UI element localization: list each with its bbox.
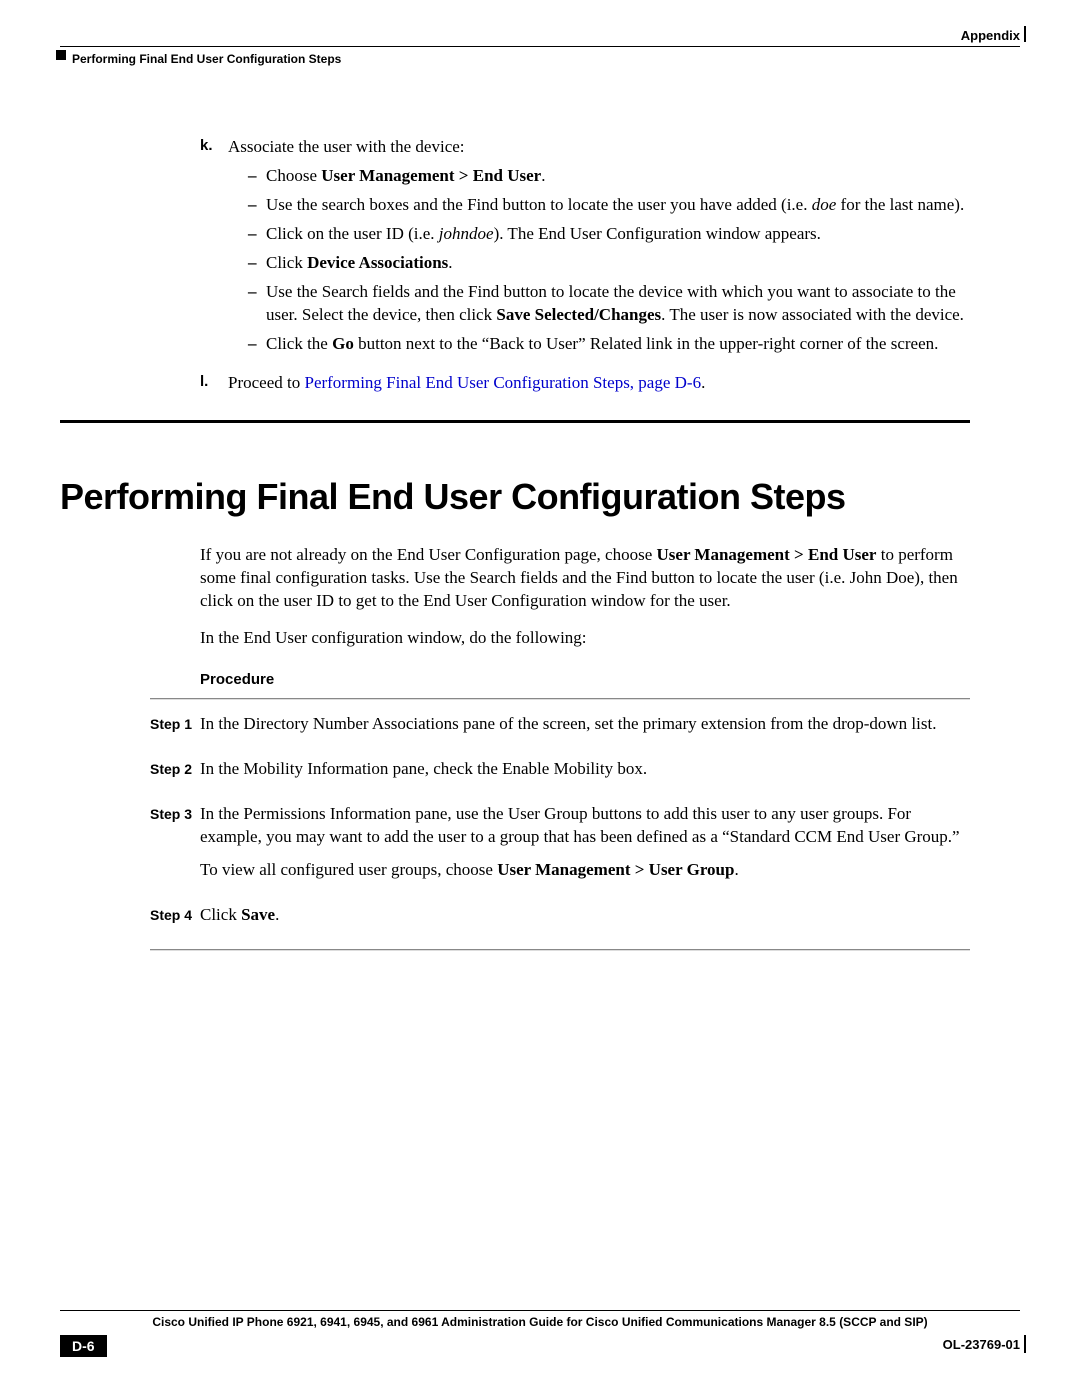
step-label: Step 1 <box>150 713 200 746</box>
text: button next to the “Back to User” Relate… <box>354 334 939 353</box>
document-id: OL-23769-01 <box>943 1337 1020 1352</box>
bullet-dash: – <box>248 333 266 356</box>
text: Click <box>200 905 241 924</box>
header-marker-left <box>56 50 66 60</box>
bullet-dash: – <box>248 165 266 188</box>
header-rule <box>60 46 1020 47</box>
step-k-body: Associate the user with the device: – Ch… <box>228 136 970 362</box>
text: Choose <box>266 166 321 185</box>
text: Click on the user ID (i.e. <box>266 224 439 243</box>
text: In the Permissions Information pane, use… <box>200 803 970 849</box>
header-appendix-label: Appendix <box>961 28 1020 43</box>
bullet-body: Click on the user ID (i.e. johndoe). The… <box>266 223 970 246</box>
text: Click the <box>266 334 332 353</box>
text: . <box>275 905 279 924</box>
step-k-bullet-6: – Click the Go button next to the “Back … <box>248 333 970 356</box>
text: . <box>448 253 452 272</box>
bold-text: User Management > End User <box>321 166 541 185</box>
text: . <box>734 860 738 879</box>
step-k-bullet-2: – Use the search boxes and the Find butt… <box>248 194 970 217</box>
step-k: k. Associate the user with the device: –… <box>200 136 970 362</box>
text: for the last name). <box>836 195 964 214</box>
text: In the Directory Number Associations pan… <box>200 713 970 736</box>
italic-text: johndoe <box>439 224 494 243</box>
bullet-dash: – <box>248 194 266 217</box>
step-k-bullet-5: – Use the Search fields and the Find but… <box>248 281 970 327</box>
bullet-dash: – <box>248 252 266 275</box>
step-k-intro: Associate the user with the device: <box>228 136 970 159</box>
step-k-marker: k. <box>200 136 228 362</box>
step-k-bullet-1: – Choose User Management > End User. <box>248 165 970 188</box>
bullet-body: Click Device Associations. <box>266 252 970 275</box>
step-label: Step 2 <box>150 758 200 791</box>
text: Proceed to <box>228 373 304 392</box>
procedure-step-1: Step 1 In the Directory Number Associati… <box>150 713 970 746</box>
procedure-label: Procedure <box>200 670 970 690</box>
header-subtitle: Performing Final End User Configuration … <box>72 52 341 66</box>
text: Click <box>266 253 307 272</box>
bold-text: Device Associations <box>307 253 448 272</box>
bullet-body: Choose User Management > End User. <box>266 165 970 188</box>
intro-paragraph-1: If you are not already on the End User C… <box>200 544 970 613</box>
text: Use the search boxes and the Find button… <box>266 195 812 214</box>
step-body: In the Mobility Information pane, check … <box>200 758 970 791</box>
page-content: k. Associate the user with the device: –… <box>60 66 1020 950</box>
procedure-step-3: Step 3 In the Permissions Information pa… <box>150 803 970 892</box>
page-header: Appendix Performing Final End User Confi… <box>60 28 1020 66</box>
procedure-step-2: Step 2 In the Mobility Information pane,… <box>150 758 970 791</box>
header-marker-right <box>1024 26 1032 42</box>
step-label: Step 4 <box>150 904 200 937</box>
step-body: Click Save. <box>200 904 970 937</box>
step-k-bullet-4: – Click Device Associations. <box>248 252 970 275</box>
text: To view all configured user groups, choo… <box>200 859 970 882</box>
footer-bottom-row: D-6 OL-23769-01 <box>60 1335 1020 1357</box>
procedure-step-4: Step 4 Click Save. <box>150 904 970 937</box>
step-label: Step 3 <box>150 803 200 892</box>
step-l-marker: l. <box>200 372 228 395</box>
text: . The user is now associated with the de… <box>661 305 964 324</box>
page-footer: Cisco Unified IP Phone 6921, 6941, 6945,… <box>60 1310 1020 1357</box>
procedure-rule-top <box>150 698 970 699</box>
bold-text: Save Selected/Changes <box>496 305 661 324</box>
text: ). The End User Configuration window app… <box>494 224 821 243</box>
step-body: In the Directory Number Associations pan… <box>200 713 970 746</box>
bold-text: User Management > User Group <box>497 860 734 879</box>
text: In the Mobility Information pane, check … <box>200 758 970 781</box>
step-k-bullet-3: – Click on the user ID (i.e. johndoe). T… <box>248 223 970 246</box>
text: If you are not already on the End User C… <box>200 545 657 564</box>
bullet-dash: – <box>248 281 266 327</box>
intro-paragraph-2: In the End User configuration window, do… <box>200 627 970 650</box>
bullet-body: Use the search boxes and the Find button… <box>266 194 970 217</box>
text: . <box>701 373 705 392</box>
footer-rule <box>60 1310 1020 1311</box>
bold-text: Go <box>332 334 354 353</box>
text: To view all configured user groups, choo… <box>200 860 497 879</box>
footer-marker <box>1024 1335 1032 1353</box>
step-l-body: Proceed to Performing Final End User Con… <box>228 372 970 395</box>
italic-text: doe <box>812 195 837 214</box>
bullet-dash: – <box>248 223 266 246</box>
bullet-body: Click the Go button next to the “Back to… <box>266 333 970 356</box>
procedure-rule-bottom <box>150 949 970 950</box>
bold-text: Save <box>241 905 275 924</box>
page-number-badge: D-6 <box>60 1335 107 1357</box>
bold-text: User Management > End User <box>657 545 877 564</box>
step-l: l. Proceed to Performing Final End User … <box>200 372 970 395</box>
cross-ref-link[interactable]: Performing Final End User Configuration … <box>304 373 701 392</box>
text: Click Save. <box>200 904 970 927</box>
footer-doc-title: Cisco Unified IP Phone 6921, 6941, 6945,… <box>60 1315 1020 1329</box>
section-heading: Performing Final End User Configuration … <box>60 473 970 522</box>
step-body: In the Permissions Information pane, use… <box>200 803 970 892</box>
section-divider <box>60 420 970 423</box>
text: . <box>541 166 545 185</box>
bullet-body: Use the Search fields and the Find butto… <box>266 281 970 327</box>
